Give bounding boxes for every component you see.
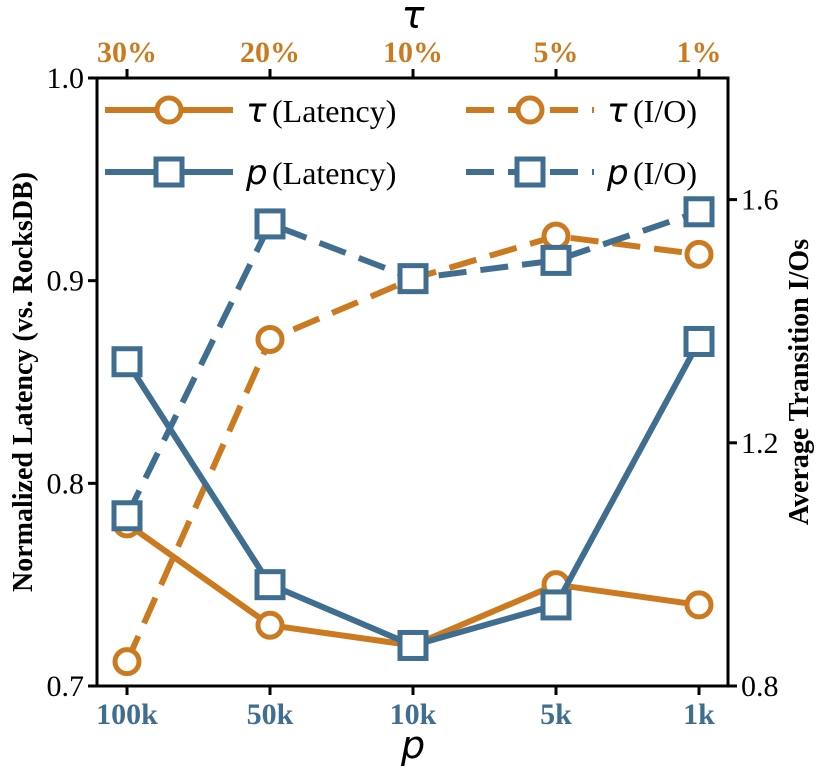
right-tick-label: 0.8 bbox=[741, 670, 779, 703]
data-point-square bbox=[254, 569, 286, 601]
legend-label: (I/O) bbox=[633, 155, 697, 191]
bottom-tick-label: 5k bbox=[540, 698, 572, 731]
right-axis-title: Average Transition I/Os bbox=[784, 239, 815, 525]
bottom-tick-label: 100k bbox=[96, 698, 158, 731]
left-tick-label: 0.8 bbox=[47, 467, 85, 500]
left-axis-title: Normalized Latency (vs. RocksDB) bbox=[8, 172, 39, 592]
right-tick-label: 1.2 bbox=[741, 427, 779, 460]
top-axis-symbol: τ bbox=[402, 0, 426, 37]
bottom-tick-label: 10k bbox=[390, 698, 437, 731]
top-tick-label: 1% bbox=[677, 36, 722, 69]
data-point-square bbox=[683, 325, 715, 357]
right-tick-label: 1.6 bbox=[741, 184, 779, 217]
legend-symbol: p bbox=[245, 153, 268, 193]
data-point-circle bbox=[255, 324, 285, 354]
legend-symbol: τ bbox=[607, 91, 628, 131]
data-point-circle bbox=[255, 610, 285, 640]
legend-marker-circle bbox=[154, 95, 184, 125]
data-point-square bbox=[111, 500, 143, 532]
legend: τ (Latency) τ (I/O)p (Latency) p (I/O) bbox=[105, 91, 697, 193]
top-tick-label: 5% bbox=[534, 36, 579, 69]
bottom-tick-label: 1k bbox=[683, 698, 715, 731]
axes-layer: 100k 50k 10k 5k 1k 30% 20% 10% 5% 1% 0.7 0.8 0.9 1.0 0… bbox=[47, 36, 779, 731]
data-point-square bbox=[540, 244, 572, 276]
data-point-square bbox=[397, 263, 429, 295]
data-point-square bbox=[111, 346, 143, 378]
data-point-circle bbox=[684, 590, 714, 620]
top-tick-label: 30% bbox=[97, 36, 157, 69]
left-tick-label: 0.9 bbox=[47, 265, 85, 298]
data-point-square bbox=[397, 629, 429, 661]
legend-label: (Latency) bbox=[272, 155, 396, 191]
data-point-square bbox=[254, 208, 286, 240]
legend-marker-square bbox=[153, 156, 185, 188]
data-point-square bbox=[683, 196, 715, 228]
bottom-axis-symbol: p bbox=[400, 723, 425, 767]
series-line bbox=[124, 340, 702, 649]
data-point-circle bbox=[684, 239, 714, 269]
legend-symbol: p bbox=[606, 153, 629, 193]
data-point-square bbox=[540, 589, 572, 621]
marks-layer bbox=[111, 196, 715, 677]
legend-symbol: τ bbox=[246, 91, 267, 131]
top-tick-label: 10% bbox=[383, 36, 443, 69]
legend-marker-square bbox=[514, 156, 546, 188]
legend-label: (I/O) bbox=[633, 93, 697, 129]
data-point-circle bbox=[541, 221, 571, 251]
legend-marker-circle bbox=[515, 95, 545, 125]
legend-label: (Latency) bbox=[272, 93, 396, 129]
series-line bbox=[125, 521, 700, 649]
series-line bbox=[124, 208, 700, 518]
series-line bbox=[124, 233, 700, 663]
bottom-tick-label: 50k bbox=[247, 698, 294, 731]
left-tick-label: 1.0 bbox=[47, 62, 85, 95]
top-tick-label: 20% bbox=[240, 36, 300, 69]
data-point-circle bbox=[112, 647, 142, 677]
left-tick-label: 0.7 bbox=[47, 670, 85, 703]
